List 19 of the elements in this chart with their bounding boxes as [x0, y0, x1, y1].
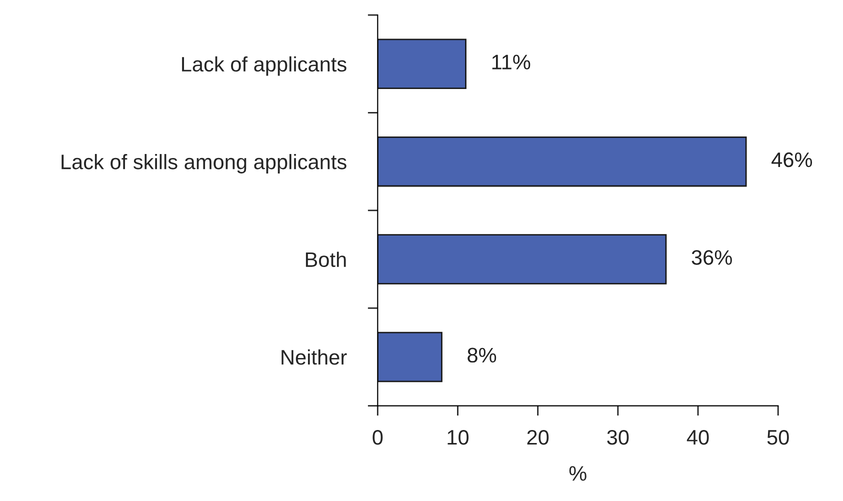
data-label: 36% — [692, 250, 732, 265]
x-tick-label: 0 — [372, 430, 383, 445]
y-tick-label: Neither — [282, 349, 347, 365]
x-axis-title: % — [569, 466, 586, 481]
y-tick-label: Lack of skills among applicants — [62, 154, 346, 174]
data-label: 46% — [772, 152, 812, 168]
x-tick-label: 20 — [527, 430, 549, 445]
data-label: 8% — [468, 348, 496, 363]
x-tick-label: 10 — [448, 430, 469, 445]
bar — [378, 234, 667, 284]
x-tick-label: 40 — [686, 430, 709, 445]
y-tick-label: Both — [306, 252, 346, 268]
data-label: 11% — [492, 54, 530, 70]
x-tick-label: 50 — [767, 430, 789, 445]
bar — [378, 136, 747, 187]
x-tick-label: 30 — [607, 430, 629, 445]
y-tick-label: Lack of applicants — [182, 56, 346, 76]
bar — [378, 332, 442, 382]
bar — [378, 38, 466, 89]
